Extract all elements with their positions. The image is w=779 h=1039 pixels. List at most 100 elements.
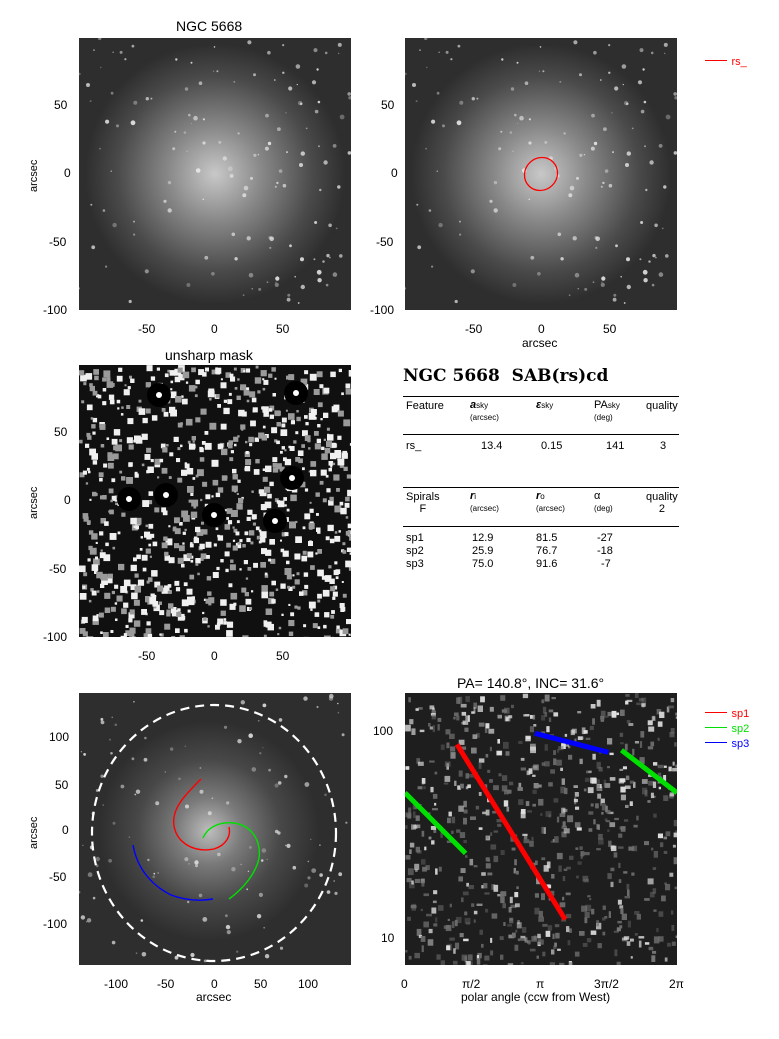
polar-pixel bbox=[510, 904, 517, 909]
polar-pixel bbox=[659, 711, 665, 718]
polar-pixel bbox=[420, 936, 426, 942]
polar-pixel bbox=[414, 878, 421, 883]
polar-pixel bbox=[644, 942, 650, 945]
noise-pixel bbox=[133, 599, 140, 606]
noise-pixel bbox=[245, 598, 252, 605]
star-dot bbox=[152, 875, 156, 879]
noise-pixel bbox=[276, 422, 281, 427]
noise-pixel bbox=[205, 541, 212, 548]
noise-pixel bbox=[272, 393, 276, 397]
star-dot bbox=[178, 777, 181, 781]
noise-pixel bbox=[216, 622, 221, 627]
noise-pixel bbox=[94, 375, 99, 381]
polar-pixel bbox=[641, 703, 646, 707]
polar-pixel bbox=[630, 938, 634, 942]
polar-pixel bbox=[566, 926, 570, 933]
noise-pixel bbox=[298, 458, 303, 464]
noise-pixel bbox=[148, 491, 154, 496]
star-dot bbox=[476, 97, 479, 100]
polar-pixel bbox=[467, 954, 473, 961]
noise-pixel bbox=[322, 589, 330, 597]
noise-pixel bbox=[208, 602, 212, 606]
star-dot bbox=[269, 246, 272, 249]
star-dot bbox=[649, 160, 654, 165]
star-dot bbox=[278, 169, 283, 173]
star-dot bbox=[593, 50, 597, 55]
polar-pixel bbox=[610, 845, 617, 852]
noise-pixel bbox=[254, 377, 262, 384]
noise-pixel bbox=[96, 590, 100, 593]
star-dot bbox=[318, 145, 320, 148]
noise-pixel bbox=[130, 517, 137, 525]
star-dot bbox=[105, 265, 108, 268]
noise-pixel bbox=[220, 423, 227, 430]
noise-pixel bbox=[226, 517, 229, 520]
noise-pixel bbox=[290, 420, 295, 425]
noise-pixel bbox=[240, 368, 246, 373]
polar-pixel bbox=[414, 952, 420, 959]
polar-pixel bbox=[504, 789, 509, 795]
noise-pixel bbox=[344, 502, 350, 508]
star-dot bbox=[282, 183, 287, 188]
polar-pixel bbox=[523, 834, 528, 840]
xtick-label: 2π bbox=[669, 977, 684, 991]
polar-pixel bbox=[584, 912, 590, 918]
noise-pixel bbox=[134, 517, 142, 525]
noise-pixel bbox=[232, 545, 238, 551]
polar-pixel bbox=[408, 807, 412, 815]
polar-pixel bbox=[421, 945, 424, 953]
star-dot bbox=[263, 926, 266, 929]
star-dot bbox=[211, 272, 215, 276]
polar-pixel bbox=[617, 899, 622, 905]
noise-pixel bbox=[215, 394, 220, 398]
polar-pixel bbox=[482, 964, 488, 965]
polar-pixel bbox=[569, 855, 574, 860]
polar-pixel bbox=[623, 871, 628, 874]
polar-pixel bbox=[584, 917, 588, 924]
star-dot bbox=[249, 846, 252, 849]
noise-pixel bbox=[229, 564, 236, 571]
polar-pixel bbox=[548, 814, 551, 818]
polar-pixel bbox=[520, 936, 526, 939]
noise-pixel bbox=[163, 537, 166, 540]
polar-pixel bbox=[624, 743, 628, 751]
noise-pixel bbox=[319, 480, 324, 485]
star-dot bbox=[90, 203, 93, 206]
noise-pixel bbox=[175, 587, 181, 592]
col-ri: ri (arcsec) bbox=[470, 490, 499, 513]
noise-pixel bbox=[220, 599, 227, 606]
noise-pixel bbox=[232, 474, 238, 480]
noise-pixel bbox=[96, 394, 100, 398]
noise-pixel bbox=[337, 458, 345, 466]
noise-pixel bbox=[152, 541, 158, 547]
polar-pixel bbox=[468, 773, 475, 778]
star-dot bbox=[234, 257, 238, 261]
star-dot bbox=[510, 87, 515, 91]
star-core bbox=[293, 390, 299, 396]
noise-pixel bbox=[274, 377, 277, 380]
polar-pixel bbox=[424, 846, 427, 851]
galaxy-ellipse-image bbox=[405, 38, 677, 310]
noise-pixel bbox=[133, 525, 136, 528]
noise-pixel bbox=[197, 572, 200, 576]
noise-pixel bbox=[182, 398, 188, 405]
polar-pixel bbox=[602, 917, 606, 921]
ytick-label: 0 bbox=[64, 166, 71, 180]
noise-pixel bbox=[160, 633, 164, 637]
noise-pixel bbox=[211, 495, 214, 498]
polar-pixel bbox=[489, 746, 492, 752]
star-dot bbox=[424, 38, 428, 41]
noise-pixel bbox=[202, 481, 208, 487]
noise-pixel bbox=[109, 573, 113, 578]
divider bbox=[403, 526, 679, 527]
noise-pixel bbox=[111, 495, 117, 501]
polar-pixel bbox=[443, 782, 449, 785]
legend-line bbox=[705, 60, 727, 62]
polar-pixel bbox=[604, 916, 608, 919]
polar-pixel bbox=[656, 928, 659, 933]
star-dot bbox=[516, 122, 518, 125]
noise-pixel bbox=[238, 497, 244, 504]
star-dot bbox=[186, 283, 191, 287]
polar-pixel bbox=[437, 717, 442, 722]
noise-pixel bbox=[250, 420, 256, 427]
